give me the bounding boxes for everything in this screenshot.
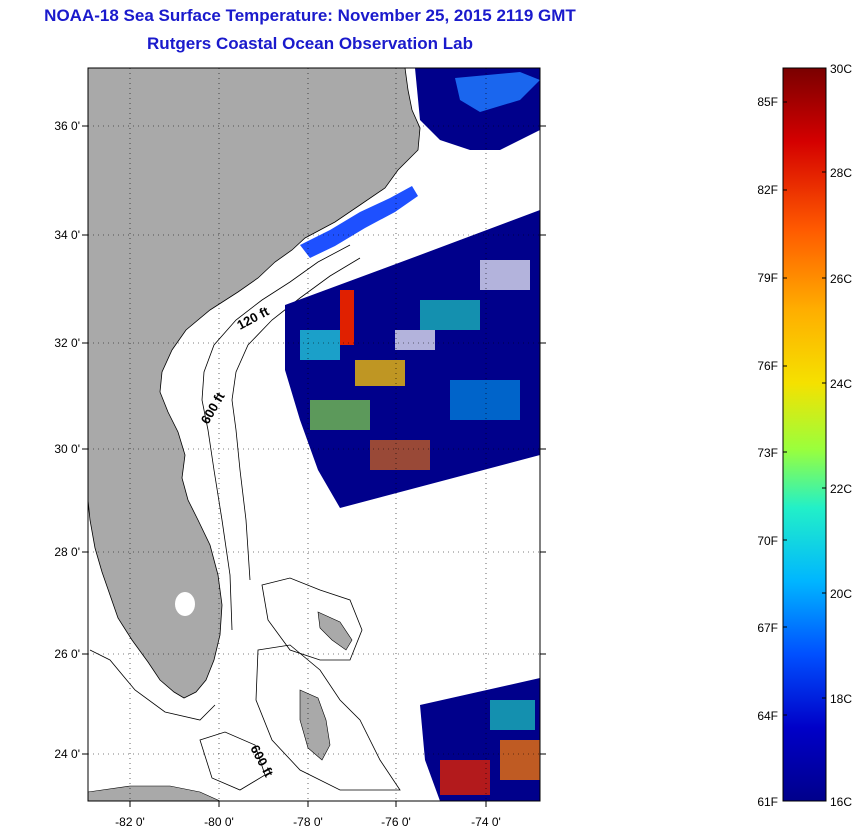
- lat-tick-label: 32 0': [54, 336, 80, 350]
- colorbar-celsius-label: 26C: [830, 272, 852, 286]
- lon-tick-label: -80 0': [204, 815, 234, 829]
- lat-tick-label: 24 0': [54, 747, 80, 761]
- contour-120ft: [201, 244, 351, 631]
- lat-tick-label: 34 0': [54, 228, 80, 242]
- colorbar-celsius-label: 24C: [830, 377, 852, 391]
- land-mainland: [88, 68, 421, 699]
- colorbar-fahrenheit-label: 73F: [757, 446, 778, 460]
- lon-tick-label: -78 0': [293, 815, 323, 829]
- lat-tick-label: 30 0': [54, 442, 80, 456]
- map-frame: [87, 67, 541, 802]
- colorbar: [782, 67, 827, 802]
- lat-tick-label: 36 0': [54, 119, 80, 133]
- colorbar-celsius-label: 20C: [830, 587, 852, 601]
- sst-coastal-band: [300, 186, 418, 258]
- colorbar-celsius-label: 22C: [830, 482, 852, 496]
- sst-swath-south-texture: [440, 700, 540, 795]
- sst-swath-north-warm: [455, 72, 540, 112]
- lon-tick-label: -74 0': [471, 815, 501, 829]
- colorbar-fahrenheit-label: 79F: [757, 271, 778, 285]
- lake-okeechobee: [175, 592, 195, 616]
- colorbar-fahrenheit-label: 76F: [757, 359, 778, 373]
- colorbar-celsius-label: 28C: [830, 166, 852, 180]
- colorbar-ticks: [783, 101, 826, 716]
- lat-tick-label: 28 0': [54, 545, 80, 559]
- bahamas-island-2: [299, 689, 331, 761]
- sst-swath-main-texture: [300, 260, 530, 470]
- colorbar-fahrenheit-label: 85F: [757, 95, 778, 109]
- contour-keys: [89, 649, 216, 721]
- contour-bahamas-3: [199, 731, 266, 791]
- colorbar-fahrenheit-label: 64F: [757, 709, 778, 723]
- cuba-land: [88, 785, 221, 801]
- map-title: NOAA-18 Sea Surface Temperature: Novembe…: [44, 6, 576, 25]
- contour-600ft: [231, 257, 361, 581]
- lat-tick-label: 26 0': [54, 647, 80, 661]
- colorbar-fahrenheit-label: 70F: [757, 534, 778, 548]
- colorbar-celsius-label: 18C: [830, 692, 852, 706]
- lon-tick-label: -76 0': [381, 815, 411, 829]
- colorbar-celsius-label: 16C: [830, 795, 852, 809]
- contour-bahamas: [261, 577, 363, 661]
- frame-ticks: [82, 125, 546, 807]
- sst-swath-main: [285, 210, 540, 508]
- bahamas-island-1: [317, 611, 353, 651]
- lon-tick-label: -82 0': [115, 815, 145, 829]
- colorbar-fahrenheit-label: 67F: [757, 621, 778, 635]
- map-subtitle: Rutgers Coastal Ocean Observation Lab: [147, 34, 473, 53]
- colorbar-fahrenheit-label: 82F: [757, 183, 778, 197]
- colorbar-fahrenheit-label: 61F: [757, 795, 778, 809]
- graticule: [88, 68, 540, 801]
- contour-bahamas-2: [255, 644, 401, 791]
- colorbar-celsius-label: 30C: [830, 62, 852, 76]
